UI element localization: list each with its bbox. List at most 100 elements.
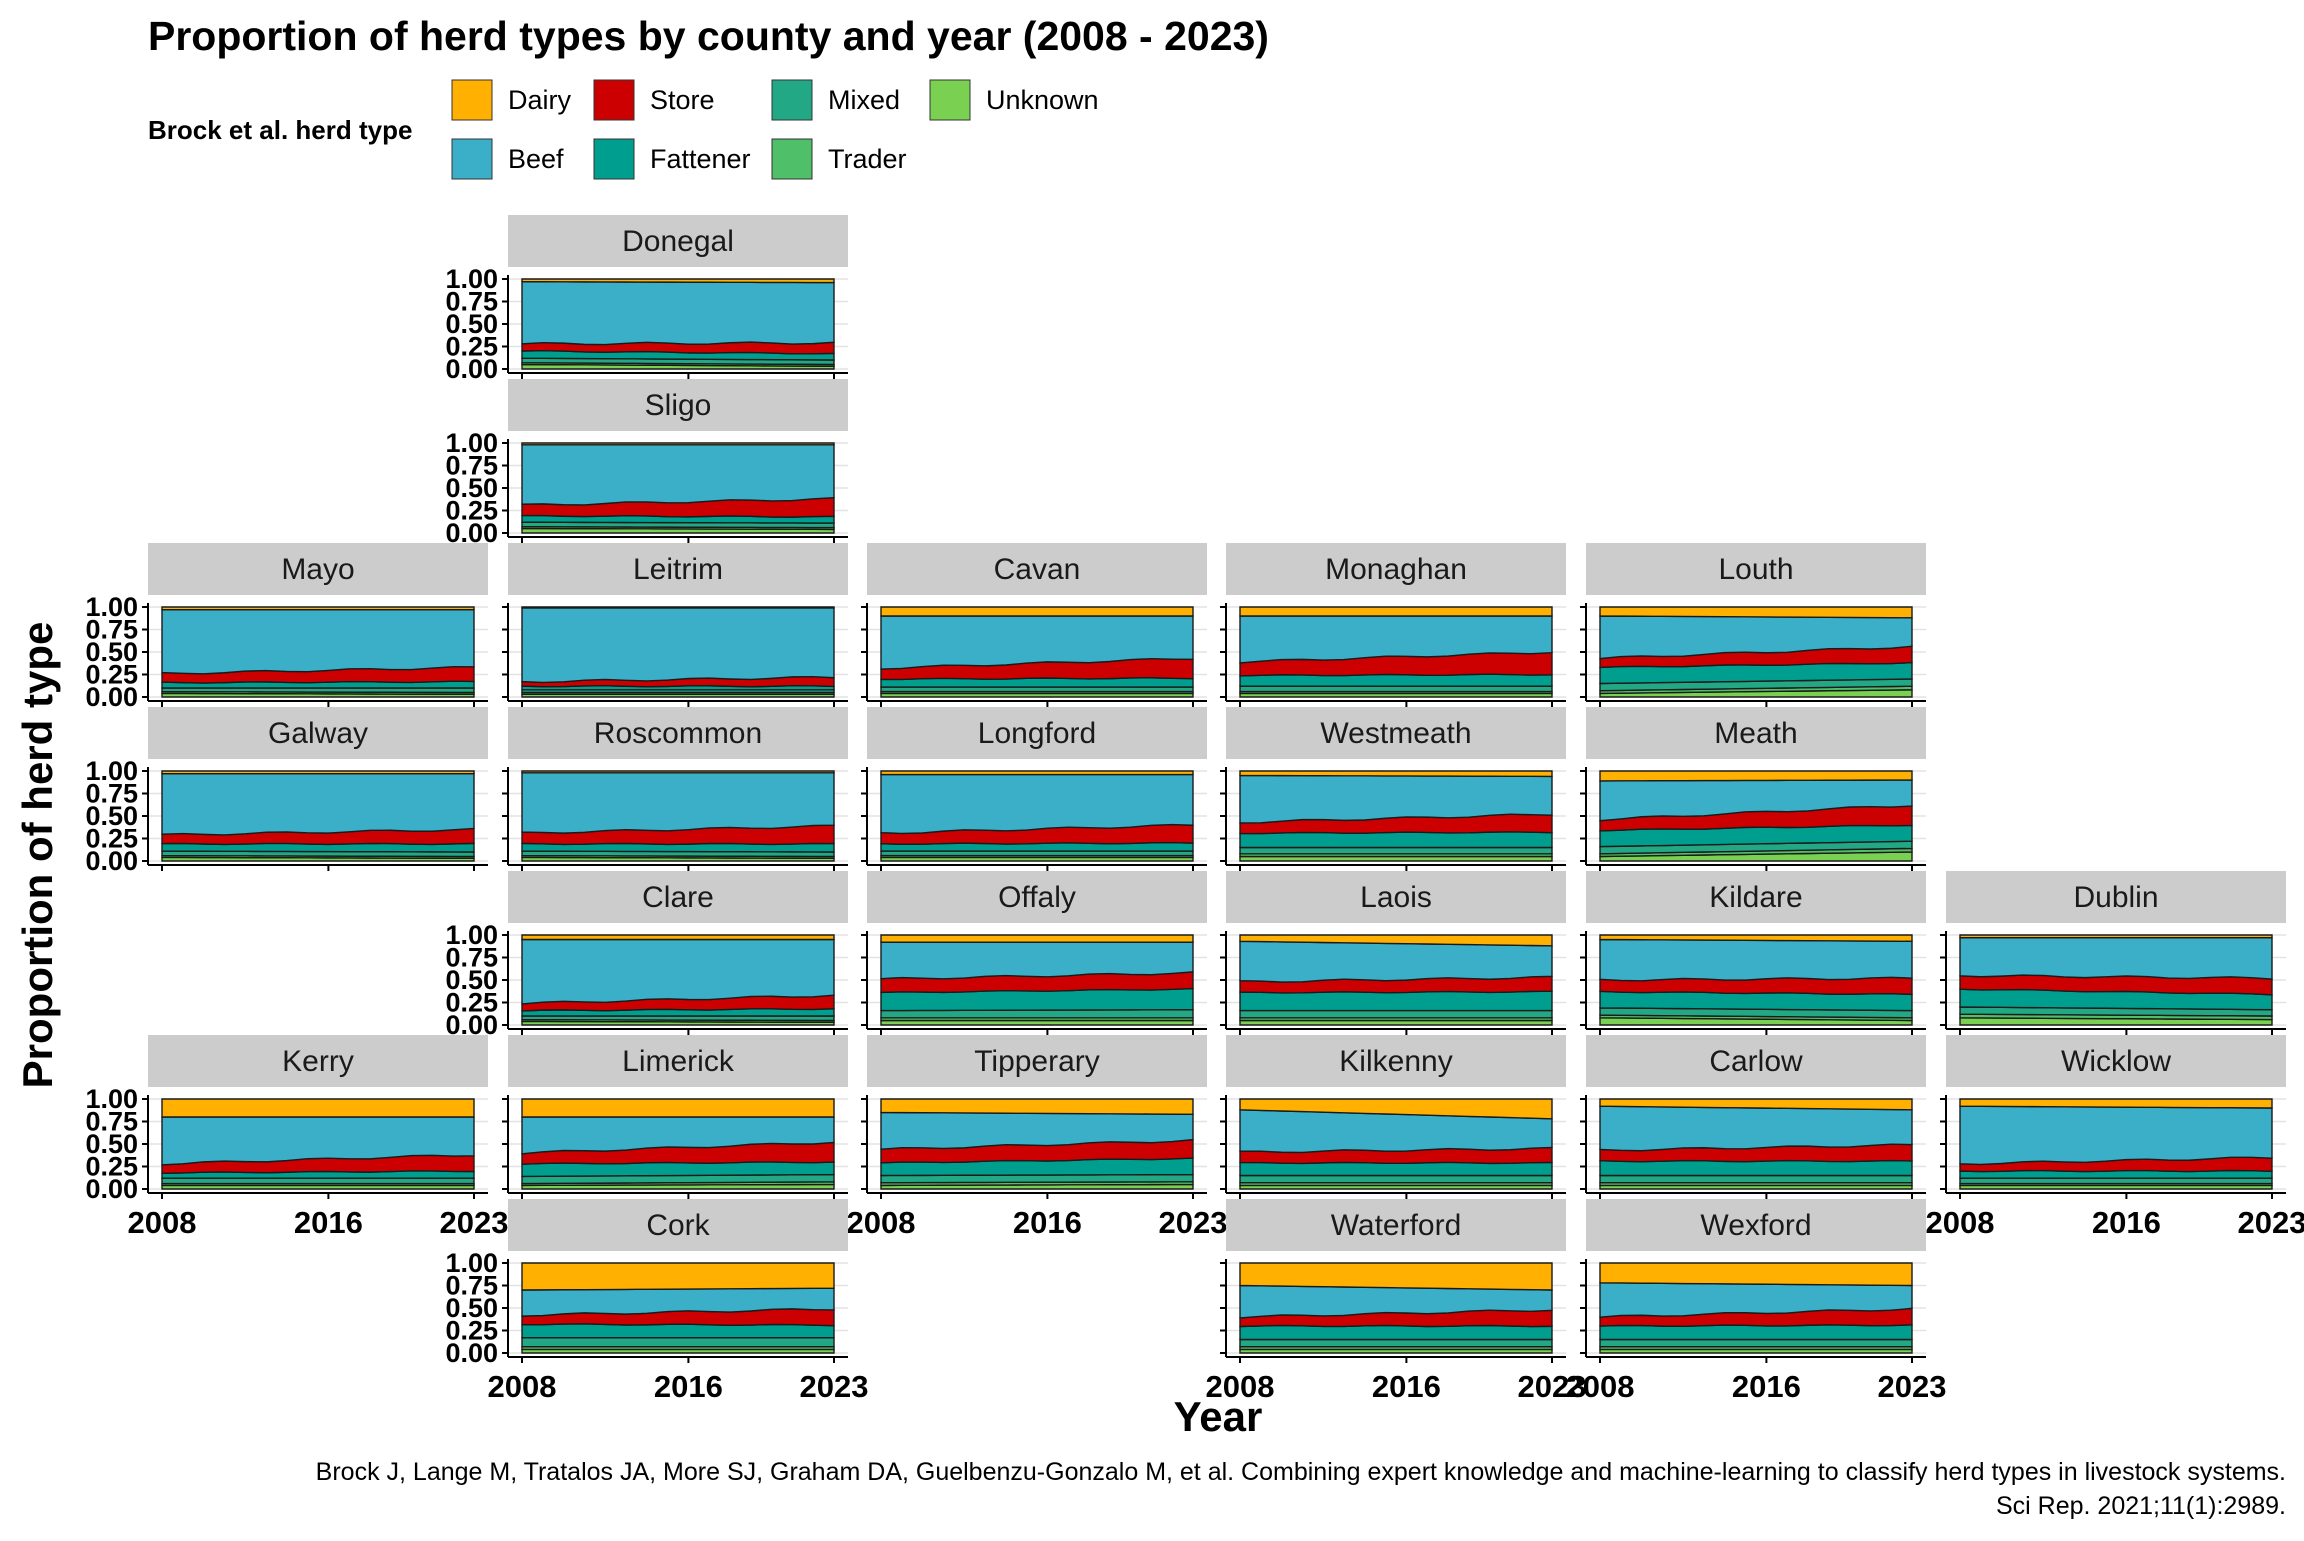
y-tick-label-1: 0.25 <box>445 332 498 362</box>
y-tick-label-0: 0.00 <box>445 354 498 384</box>
strip-westmeath <box>1226 707 1566 759</box>
y-tick-label-0: 0.00 <box>85 682 138 712</box>
strip-label-laois: Laois <box>1360 881 1432 914</box>
strip-label-offaly: Offaly <box>998 881 1076 914</box>
facet-monaghan: Monaghan <box>1220 543 1566 707</box>
x-tick-label-2: 2023 <box>2238 1205 2304 1240</box>
facet-laois: Laois <box>1220 871 1566 1035</box>
area-fattener-westmeath <box>1239 831 1553 849</box>
x-tick-label-0: 2008 <box>1926 1205 1995 1240</box>
area-beef-sligo <box>521 444 835 506</box>
strip-label-roscommon: Roscommon <box>594 717 762 750</box>
strip-wexford <box>1586 1199 1926 1251</box>
legend-label-trader: Trader <box>828 144 907 174</box>
area-beef-clare <box>521 938 835 1005</box>
area-dairy-longford <box>880 770 1194 776</box>
y-axis-title: Proportion of herd type <box>14 622 61 1089</box>
x-tick-label-2: 2023 <box>1518 1369 1587 1404</box>
strip-label-tipperary: Tipperary <box>974 1045 1100 1078</box>
strip-label-donegal: Donegal <box>622 225 734 258</box>
x-tick-label-1: 2016 <box>294 1205 363 1240</box>
strip-label-clare: Clare <box>642 881 714 914</box>
strip-label-kerry: Kerry <box>282 1045 354 1078</box>
y-tick-label-0: 0.00 <box>85 846 138 876</box>
x-tick-label-0: 2008 <box>1566 1369 1635 1404</box>
y-tick-label-3: 0.75 <box>85 779 138 809</box>
x-tick-label-1: 2016 <box>2092 1205 2161 1240</box>
area-beef-mayo <box>161 609 475 675</box>
area-beef-donegal <box>521 280 835 346</box>
area-dairy-carlow <box>1599 1098 1913 1111</box>
area-mixed-laois <box>1239 1009 1553 1019</box>
legend-label-mixed: Mixed <box>828 85 900 115</box>
y-tick-label-1: 0.25 <box>445 988 498 1018</box>
facet-cork: Cork 0.000.250.500.751.00 2008 2016 2023 <box>445 1199 868 1404</box>
facet-longford: Longford <box>861 707 1207 871</box>
area-dairy-cork <box>521 1262 835 1291</box>
strip-clare <box>508 871 848 923</box>
area-fattener-cork <box>521 1323 835 1339</box>
area-dairy-louth <box>1599 606 1913 619</box>
strip-monaghan <box>1226 543 1566 595</box>
strip-label-limerick: Limerick <box>622 1045 735 1078</box>
legend-swatch-dairy <box>451 79 493 121</box>
legend-swatch-fattener <box>593 138 635 180</box>
y-tick-label-0: 0.00 <box>445 1338 498 1368</box>
area-dairy-wexford <box>1599 1262 1913 1287</box>
area-dairy-leitrim <box>521 606 835 609</box>
strip-wicklow <box>1946 1035 2286 1087</box>
strip-label-leitrim: Leitrim <box>633 553 723 586</box>
legend-label-unknown: Unknown <box>986 85 1099 115</box>
legend-swatch-store <box>593 79 635 121</box>
facet-panels: Donegal0.000.250.500.751.00Sligo0.000.25… <box>85 215 2304 1404</box>
area-fattener-kilkenny <box>1239 1161 1553 1177</box>
area-dairy-kildare <box>1599 934 1913 943</box>
y-tick-label-2: 0.50 <box>445 965 498 995</box>
area-dairy-sligo <box>521 442 835 446</box>
strip-limerick <box>508 1035 848 1087</box>
y-tick-label-4: 1.00 <box>85 756 138 786</box>
strip-waterford <box>1226 1199 1566 1251</box>
strip-label-wexford: Wexford <box>1700 1209 1811 1242</box>
facet-leitrim: Leitrim <box>502 543 848 707</box>
facet-meath: Meath <box>1580 707 1926 871</box>
strip-tipperary <box>867 1035 1207 1087</box>
facet-cavan: Cavan <box>861 543 1207 707</box>
strip-longford <box>867 707 1207 759</box>
area-beef-wicklow <box>1959 1105 2273 1166</box>
y-tick-label-4: 1.00 <box>445 1248 498 1278</box>
area-dairy-kilkenny <box>1239 1098 1553 1120</box>
strip-donegal <box>508 215 848 267</box>
strip-kilkenny <box>1226 1035 1566 1087</box>
strip-label-kildare: Kildare <box>1709 881 1802 914</box>
area-mixed-westmeath <box>1239 846 1553 855</box>
area-dairy-mayo <box>161 606 475 611</box>
facet-dublin: Dublin <box>1940 871 2286 1035</box>
strip-label-monaghan: Monaghan <box>1325 553 1467 586</box>
area-beef-leitrim <box>521 607 835 684</box>
legend-label-store: Store <box>650 85 715 115</box>
y-tick-label-1: 0.25 <box>445 1316 498 1346</box>
strip-label-wicklow: Wicklow <box>2061 1045 2171 1078</box>
strip-cavan <box>867 543 1207 595</box>
area-dairy-dublin <box>1959 934 2273 939</box>
area-fattener-monaghan <box>1239 673 1553 687</box>
strip-label-waterford: Waterford <box>1331 1209 1462 1242</box>
area-mixed-cork <box>521 1337 835 1348</box>
y-tick-label-3: 0.75 <box>85 615 138 645</box>
caption-line-1: Brock J, Lange M, Tratalos JA, More SJ, … <box>316 1458 2286 1486</box>
strip-sligo <box>508 379 848 431</box>
area-beef-longford <box>880 773 1194 835</box>
area-dairy-galway <box>161 770 475 775</box>
area-fattener-limerick <box>521 1161 835 1178</box>
strip-leitrim <box>508 543 848 595</box>
y-tick-label-1: 0.25 <box>445 496 498 526</box>
area-fattener-laois <box>1239 990 1553 1012</box>
area-dairy-offaly <box>880 934 1194 943</box>
strip-label-galway: Galway <box>268 717 368 750</box>
strip-laois <box>1226 871 1566 923</box>
area-dairy-meath <box>1599 770 1913 782</box>
